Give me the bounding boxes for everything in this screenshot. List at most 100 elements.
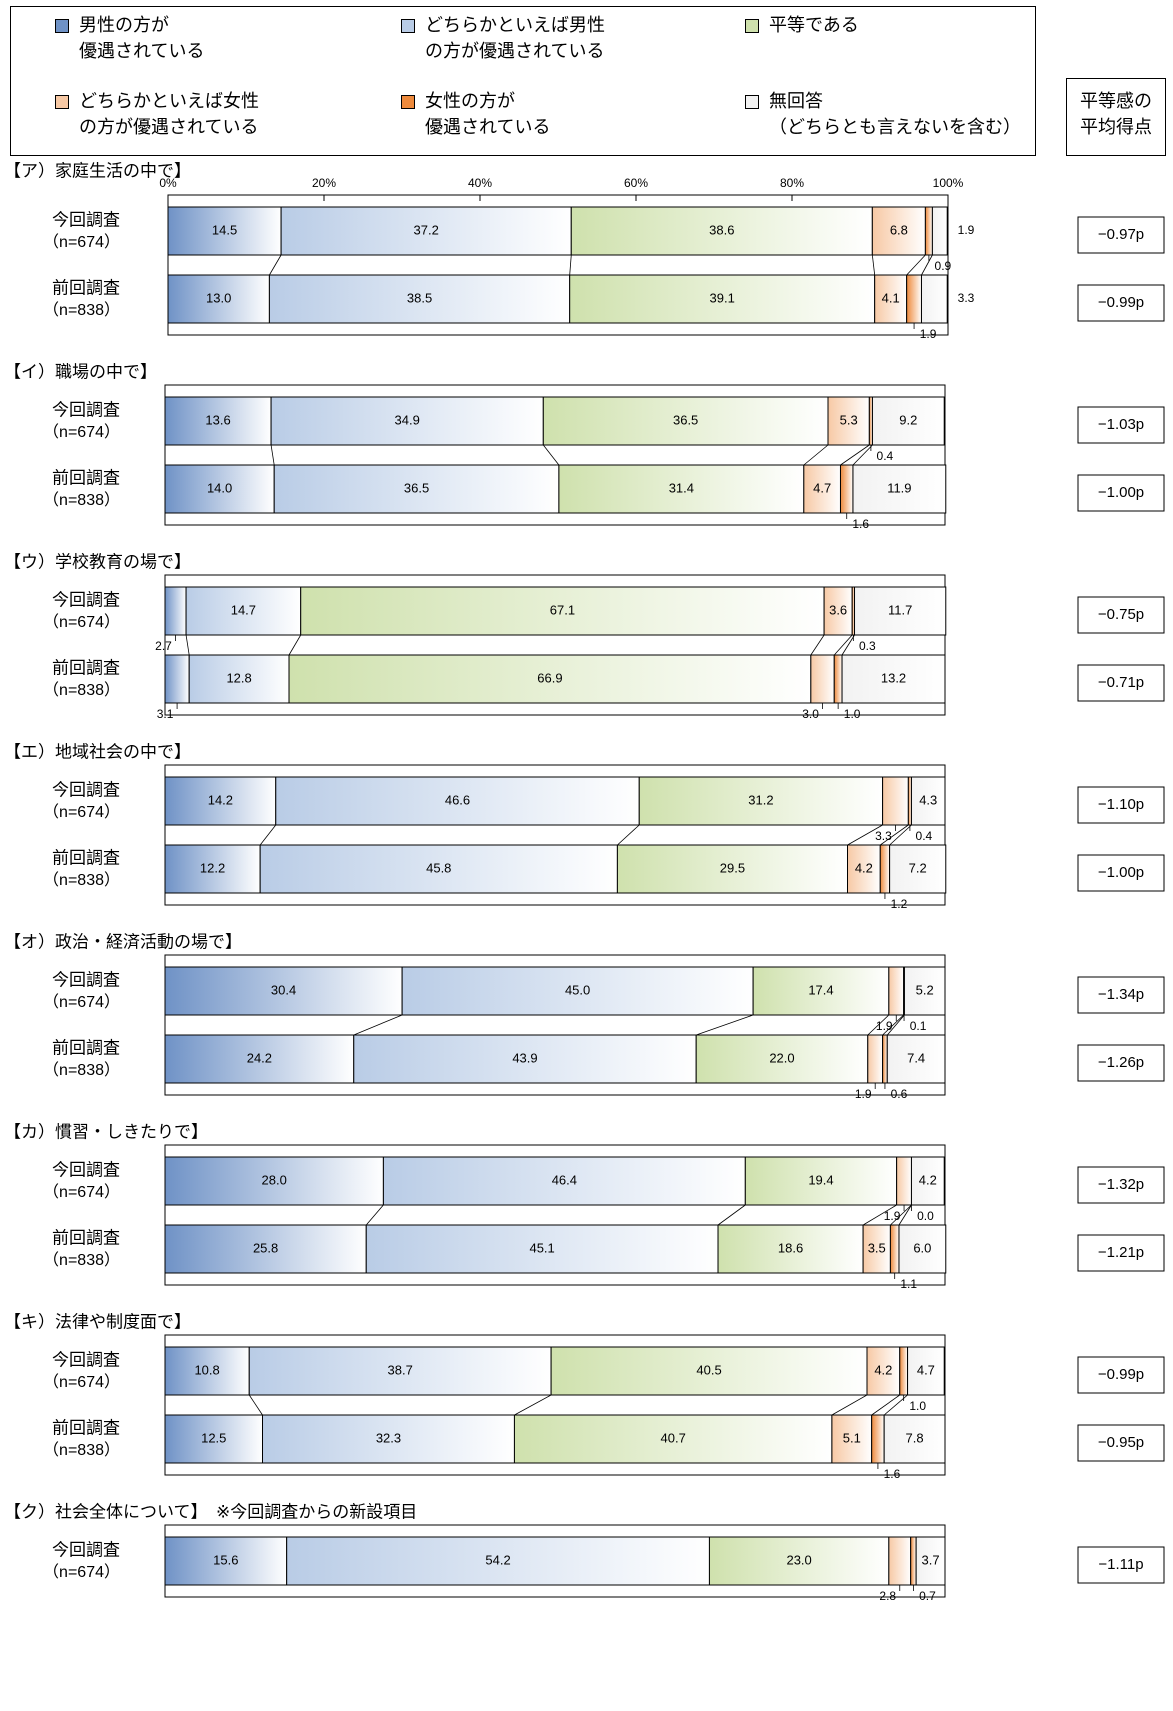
connector-line <box>717 1204 746 1226</box>
connector-line <box>833 634 853 656</box>
bar-value-label: 46.6 <box>445 792 470 807</box>
bar-segment <box>164 464 275 514</box>
plot-frame <box>164 574 946 716</box>
bar-segment <box>924 206 933 256</box>
connector-line <box>847 824 883 846</box>
row-label: 今回調査 <box>52 970 120 989</box>
connector-line <box>696 1014 754 1036</box>
bar-value-label: 45.1 <box>529 1240 554 1255</box>
row-label: 前回調査 <box>52 1228 120 1247</box>
avg-score-box <box>1077 976 1165 1014</box>
connector-line <box>867 1014 890 1036</box>
avg-score-header: 平等感の 平均得点 <box>1066 78 1166 156</box>
bar-segment <box>695 1034 869 1084</box>
row-n-label: （n=674） <box>43 1183 120 1201</box>
bar-segment <box>886 1034 946 1084</box>
bar-value-label: 10.8 <box>194 1362 219 1377</box>
bar-value-label: 13.2 <box>881 670 906 685</box>
bar-segment <box>569 274 876 324</box>
bar-segment <box>268 274 571 324</box>
connector-line <box>569 254 572 276</box>
bar-value-label: 66.9 <box>537 670 562 685</box>
bar-value-label: 14.2 <box>208 792 233 807</box>
legend-swatch-male <box>55 19 69 33</box>
plot-frame <box>164 764 946 906</box>
bar-segment <box>910 1536 917 1586</box>
bar-segment <box>708 1536 890 1586</box>
legend-label-male: 男性の方が 優遇されている <box>79 15 205 62</box>
bar-segment <box>275 776 640 826</box>
bar-segment <box>883 1414 946 1464</box>
connector-line <box>871 1394 900 1416</box>
bar-value-label: 1.6 <box>852 517 869 531</box>
bar-value-label: 1.2 <box>891 897 908 911</box>
row-n-label: （n=674） <box>43 423 120 441</box>
bar-value-label: 3.0 <box>802 707 819 721</box>
bar-value-label: 22.0 <box>769 1050 794 1065</box>
bar-segment <box>164 1034 355 1084</box>
bar-segment <box>401 966 754 1016</box>
bar-segment <box>164 396 272 446</box>
group-title-0: 【ア）家庭生活の中で】 <box>4 161 191 180</box>
group-title-3: 【エ）地域社会の中で】 <box>4 742 191 761</box>
bar-segment <box>889 844 947 894</box>
bar-segment <box>882 776 909 826</box>
avg-score-value: −0.99p <box>1098 294 1144 311</box>
bar-value-label: 12.8 <box>226 670 251 685</box>
bar-value-label: 3.5 <box>868 1240 886 1255</box>
legend: 男性の方が 優遇されている どちらかといえば男性 の方が優遇されている 平等であ… <box>10 6 1036 156</box>
connector-line <box>248 1394 263 1416</box>
bar-segment <box>286 1536 710 1586</box>
bar-value-label: 43.9 <box>512 1050 537 1065</box>
avg-score-box <box>1077 406 1165 444</box>
bar-segment <box>879 844 891 894</box>
bar-value-label: 1.0 <box>844 707 861 721</box>
bar-segment <box>353 1034 697 1084</box>
group-title-5: 【カ）慣習・しきたりで】 <box>4 1122 208 1141</box>
bar-value-label: 32.3 <box>376 1430 401 1445</box>
connector-line <box>898 1204 912 1226</box>
plot-frame <box>164 1144 946 1286</box>
bar-segment <box>889 1224 900 1274</box>
row-label: 前回調査 <box>52 1038 120 1057</box>
legend-label-somewhat-male: どちらかといえば男性 の方が優遇されている <box>425 15 605 62</box>
bar-value-label: 1.9 <box>855 1087 872 1101</box>
bar-value-label: 1.6 <box>884 1467 901 1481</box>
avg-score-value: −0.75p <box>1098 606 1144 623</box>
connector-line <box>871 254 876 276</box>
avg-score-box <box>1077 216 1165 254</box>
bar-value-label: 30.4 <box>271 982 296 997</box>
avg-score-box <box>1077 1424 1165 1462</box>
bar-segment <box>167 206 282 256</box>
bar-value-label: 46.4 <box>552 1172 577 1187</box>
row-n-label: （n=838） <box>43 1061 120 1079</box>
bar-value-label: 1.9 <box>958 223 975 237</box>
bar-value-label: 0.7 <box>919 1589 936 1603</box>
connector-line <box>880 824 909 846</box>
bar-value-label: 37.2 <box>414 222 439 237</box>
avg-score-box <box>1077 1166 1165 1204</box>
group-title-2: 【ウ）学校教育の場で】 <box>4 552 191 571</box>
bar-segment <box>752 966 890 1016</box>
bar-segment <box>910 776 946 826</box>
avg-score-box <box>1077 1546 1165 1584</box>
bar-value-label: 12.2 <box>200 860 225 875</box>
connector-line <box>906 254 926 276</box>
group-title-7: 【ク）社会全体について】 ※今回調査からの新設項目 <box>4 1502 417 1521</box>
legend-swatch-female <box>401 95 415 109</box>
avg-score-value: −0.95p <box>1098 1434 1144 1451</box>
bar-value-label: 11.7 <box>888 602 912 617</box>
row-label: 今回調査 <box>52 210 120 229</box>
bar-segment <box>164 1414 263 1464</box>
bar-segment <box>259 844 618 894</box>
bar-value-label: 39.1 <box>710 290 735 305</box>
avg-score-value: −0.71p <box>1098 674 1144 691</box>
bar-segment <box>903 966 946 1016</box>
bar-value-label: 5.3 <box>840 412 858 427</box>
bar-value-label: 11.9 <box>887 480 911 495</box>
bar-value-label: 36.5 <box>404 480 429 495</box>
bar-value-label: 0.6 <box>891 1087 908 1101</box>
bar-value-label: 23.0 <box>786 1552 811 1567</box>
bar-value-label: 6.0 <box>913 1240 931 1255</box>
bar-value-label: 34.9 <box>395 412 420 427</box>
